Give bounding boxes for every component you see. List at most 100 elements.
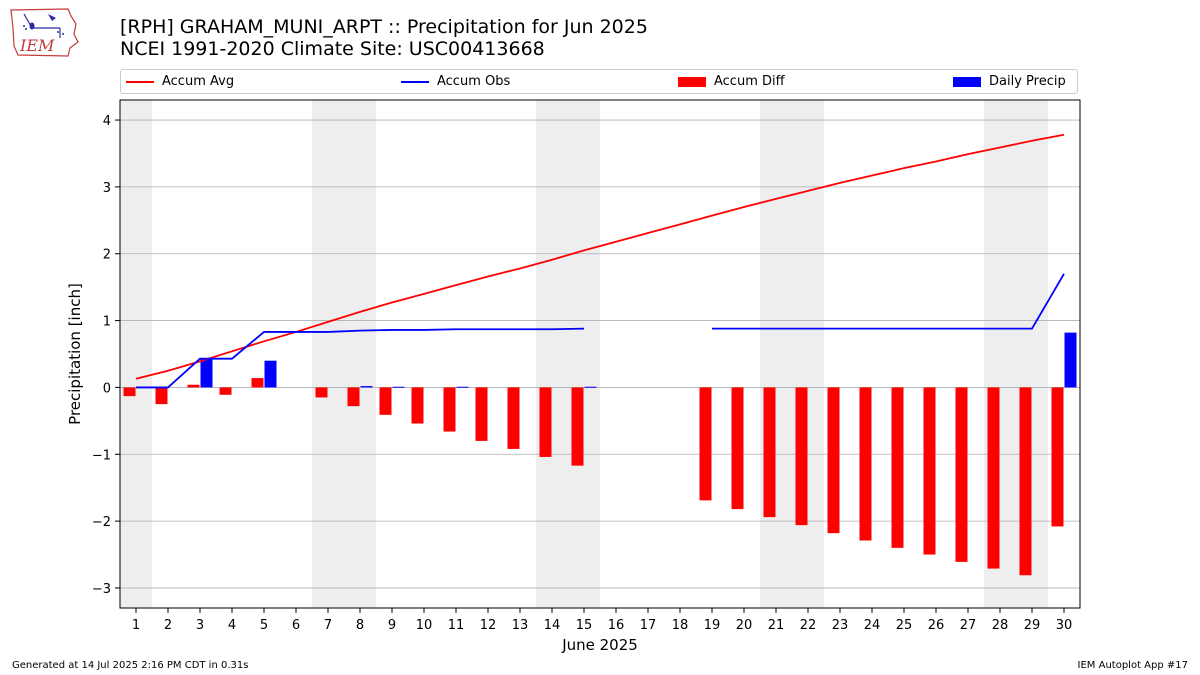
xtick-label: 25: [896, 618, 913, 633]
y-axis-label: Precipitation [inch]: [66, 283, 84, 425]
daily-bar-day-8: [360, 386, 373, 388]
diff-bar-day-19: [699, 387, 712, 501]
ytick-label: −2: [92, 515, 111, 530]
legend-label-accum-diff: Accum Diff: [714, 74, 785, 89]
diff-bar-day-23: [827, 387, 840, 534]
weekend-band-3: [536, 100, 600, 608]
footer-app: IEM Autoplot App #17: [1077, 660, 1188, 671]
xtick-label: 7: [324, 618, 332, 633]
diff-bar-day-30: [1051, 387, 1064, 527]
diff-bar-day-24: [859, 387, 872, 541]
legend-item-daily-precip: Daily Precip: [953, 73, 1066, 91]
title-line-2: NCEI 1991-2020 Climate Site: USC00413668: [120, 38, 545, 60]
ytick-label: 4: [103, 114, 111, 129]
daily-bar-day-11: [456, 386, 469, 388]
accum-obs-line-segment-1: [136, 327, 585, 389]
diff-bar-day-14: [539, 387, 552, 457]
legend-swatch-accum-diff: [678, 76, 706, 87]
ytick-label: −3: [92, 582, 111, 597]
diff-bar-day-20: [731, 387, 744, 510]
legend-label-accum-avg: Accum Avg: [162, 74, 235, 89]
ytick-label: 1: [103, 315, 111, 330]
daily-bar-day-9: [392, 386, 405, 388]
diff-bar-day-25: [891, 387, 904, 548]
diff-bar-day-26: [923, 387, 936, 555]
weekend-band-4: [760, 100, 824, 608]
xtick-label: 16: [608, 618, 625, 633]
xtick-label: 21: [768, 618, 785, 633]
diff-bar-day-9: [379, 387, 392, 415]
legend-item-accum-avg: Accum Avg: [126, 73, 234, 91]
xtick-label: 4: [228, 618, 236, 633]
xtick-label: 6: [292, 618, 300, 633]
diff-bar-day-4: [219, 387, 232, 395]
xtick-label: 24: [864, 618, 881, 633]
diff-bar-day-1: [123, 387, 136, 397]
xtick-label: 1: [132, 618, 140, 633]
accum-avg-line-segment-1: [135, 133, 1065, 380]
xtick-label: 15: [576, 618, 593, 633]
diff-bar-day-29: [1019, 387, 1032, 576]
xtick-label: 23: [832, 618, 849, 633]
diff-bar-day-5: [251, 378, 264, 388]
diff-bar-day-12: [475, 387, 488, 441]
diff-bar-day-3: [187, 384, 200, 388]
weekend-band-1: [120, 100, 152, 608]
title-line-1: [RPH] GRAHAM_MUNI_ARPT :: Precipitation …: [120, 16, 648, 38]
chart-title: [RPH] GRAHAM_MUNI_ARPT :: Precipitation …: [120, 16, 648, 60]
ytick-label: 0: [103, 381, 111, 396]
daily-bar-day-30: [1064, 332, 1077, 388]
diff-bar-day-15: [571, 387, 584, 466]
xtick-label: 27: [960, 618, 977, 633]
diff-bar-day-21: [763, 387, 776, 518]
xtick-label: 2: [164, 618, 172, 633]
xtick-label: 12: [480, 618, 497, 633]
xtick-label: 5: [260, 618, 268, 633]
legend-swatch-daily-precip: [953, 76, 981, 87]
ytick-label: 3: [103, 181, 111, 196]
xtick-label: 26: [928, 618, 945, 633]
footer-generated: Generated at 14 Jul 2025 2:16 PM CDT in …: [12, 660, 249, 671]
xtick-label: 13: [512, 618, 529, 633]
xtick-label: 14: [544, 618, 561, 633]
legend-item-accum-diff: Accum Diff: [678, 73, 785, 91]
diff-bar-day-13: [507, 387, 520, 449]
accum-obs-line-segment-2: [712, 273, 1065, 330]
legend-swatch-accum-avg: [126, 80, 154, 83]
xtick-label: 9: [388, 618, 396, 633]
xtick-label: 8: [356, 618, 364, 633]
iem-logo: IEM: [8, 6, 80, 60]
xtick-label: 30: [1056, 618, 1073, 633]
x-axis-label: June 2025: [561, 636, 638, 654]
daily-bar-day-5: [264, 360, 277, 388]
plot-frame: [119, 99, 1081, 609]
diff-bar-day-10: [411, 387, 424, 424]
svg-text:IEM: IEM: [19, 36, 55, 55]
xtick-label: 20: [736, 618, 753, 633]
xtick-label: 11: [448, 618, 465, 633]
diff-bar-day-28: [987, 387, 1000, 569]
diff-bar-day-8: [347, 387, 360, 407]
xtick-label: 29: [1024, 618, 1041, 633]
xtick-label: 28: [992, 618, 1009, 633]
diff-bar-day-27: [955, 387, 968, 562]
daily-bar-day-15: [584, 386, 597, 388]
xtick-label: 22: [800, 618, 817, 633]
legend-item-accum-obs: Accum Obs: [401, 73, 510, 91]
diff-bar-day-7: [315, 387, 328, 398]
chart-legend: Accum Avg Accum Obs Accum Diff Daily Pre…: [120, 69, 1078, 94]
xtick-label: 18: [672, 618, 689, 633]
weekend-band-2: [312, 100, 376, 608]
xtick-label: 3: [196, 618, 204, 633]
legend-label-accum-obs: Accum Obs: [437, 74, 511, 89]
diff-bar-day-22: [795, 387, 808, 526]
diff-bar-day-11: [443, 387, 456, 432]
xtick-label: 10: [416, 618, 433, 633]
diff-bar-day-2: [155, 387, 168, 405]
legend-label-daily-precip: Daily Precip: [989, 74, 1066, 89]
ytick-label: −1: [92, 448, 111, 463]
xtick-label: 17: [640, 618, 657, 633]
legend-swatch-accum-obs: [401, 80, 429, 83]
xtick-label: 19: [704, 618, 721, 633]
